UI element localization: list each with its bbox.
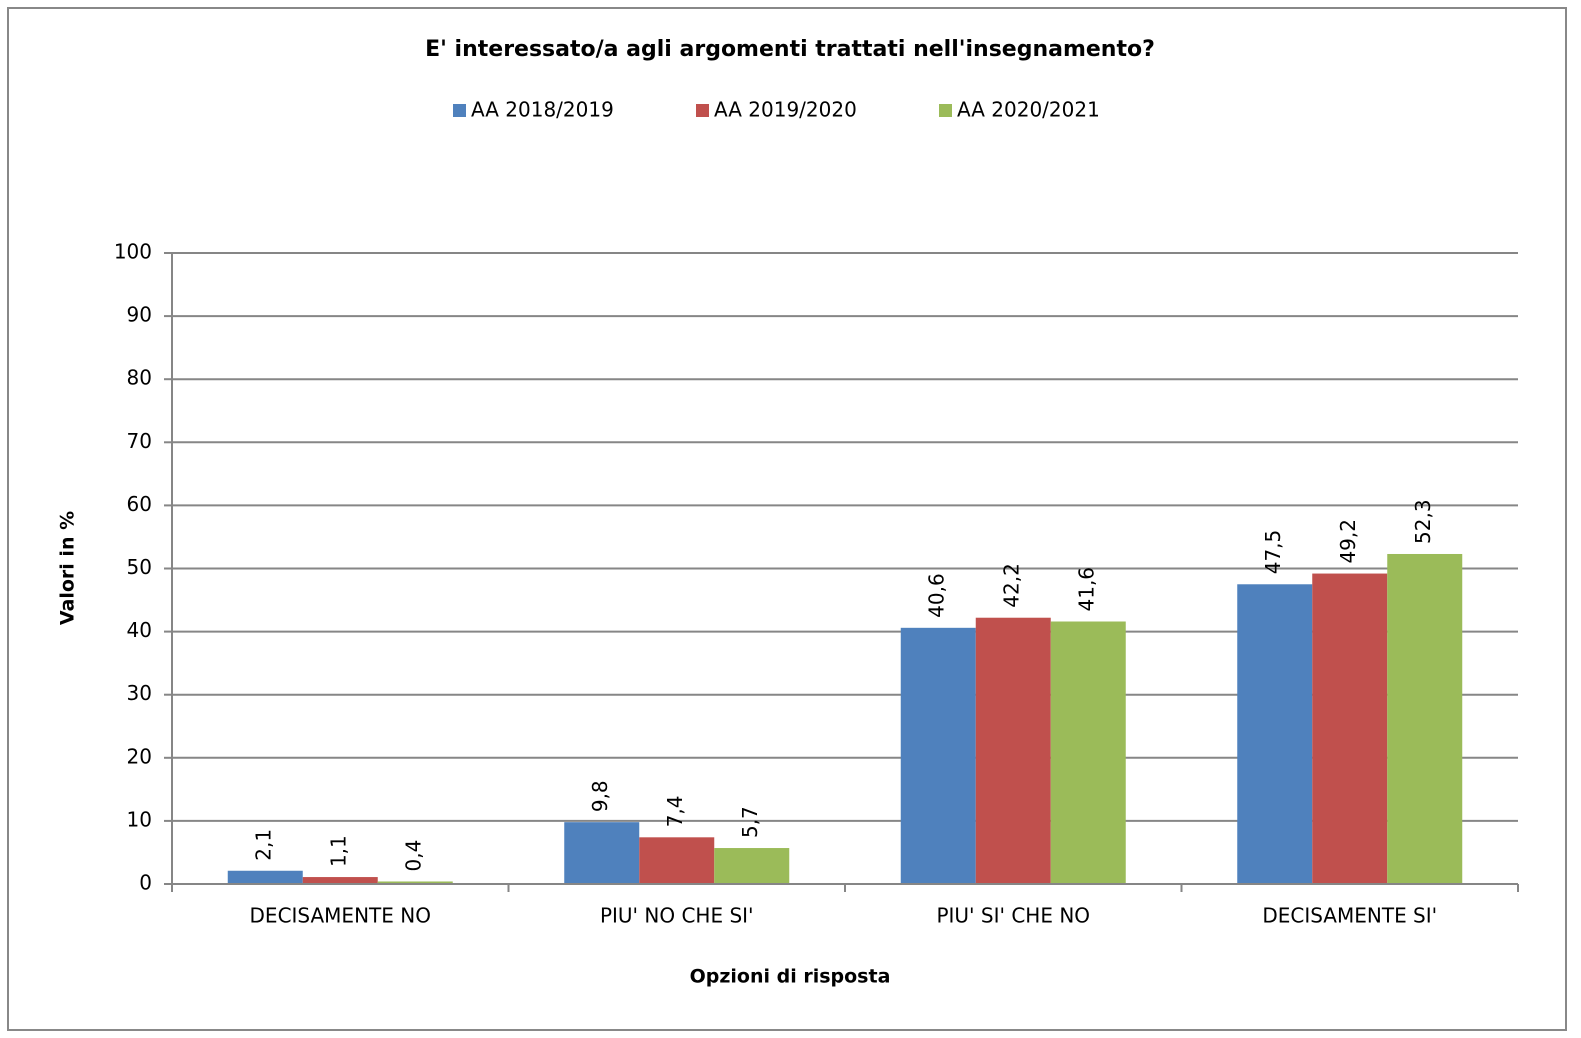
- bar: [639, 837, 715, 884]
- data-label: 40,6: [925, 573, 949, 618]
- bar: [1312, 573, 1388, 884]
- y-tick-label: 0: [139, 871, 152, 895]
- data-label: 0,4: [402, 840, 426, 872]
- data-label: 41,6: [1075, 567, 1099, 612]
- data-label: 1,1: [327, 835, 351, 867]
- legend-label: AA 2018/2019: [471, 98, 614, 122]
- data-label: 49,2: [1336, 519, 1360, 564]
- y-tick-label: 50: [127, 555, 152, 579]
- data-label: 2,1: [252, 829, 276, 861]
- data-label: 52,3: [1411, 499, 1435, 544]
- y-tick-label: 20: [127, 744, 152, 768]
- bar: [1237, 584, 1313, 884]
- y-tick-label: 80: [127, 366, 152, 390]
- bar: [1050, 621, 1126, 884]
- bar: [1387, 553, 1463, 884]
- legend-swatch: [453, 104, 466, 117]
- y-tick-label: 10: [127, 807, 152, 831]
- bar: [564, 822, 640, 884]
- bar: [900, 627, 976, 884]
- x-tick-label: DECISAMENTE SI': [1262, 904, 1437, 928]
- bar: [227, 870, 303, 884]
- y-tick-label: 60: [127, 492, 152, 516]
- bar: [714, 848, 790, 884]
- data-label: 7,4: [663, 795, 687, 827]
- x-tick-label: PIU' SI' CHE NO: [936, 904, 1090, 928]
- data-label: 42,2: [1000, 563, 1024, 608]
- data-label: 5,7: [738, 806, 762, 838]
- legend-swatch: [939, 104, 952, 117]
- data-label: 9,8: [588, 780, 612, 812]
- x-tick-label: DECISAMENTE NO: [250, 904, 431, 928]
- bar: [302, 877, 378, 884]
- chart-title: E' interessato/a agli argomenti trattati…: [425, 37, 1155, 62]
- bar: [975, 617, 1051, 884]
- y-tick-label: 90: [127, 303, 152, 327]
- legend-label: AA 2020/2021: [957, 98, 1100, 122]
- legend-label: AA 2019/2020: [714, 98, 857, 122]
- x-axis-title: Opzioni di risposta: [690, 966, 891, 988]
- x-tick-label: PIU' NO CHE SI': [600, 904, 754, 928]
- y-tick-label: 70: [127, 429, 152, 453]
- data-label: 47,5: [1261, 530, 1285, 575]
- bar: [377, 881, 453, 884]
- y-axis-title: Valori in %: [57, 511, 79, 625]
- y-tick-label: 40: [127, 618, 152, 642]
- y-tick-label: 30: [127, 681, 152, 705]
- y-tick-label: 100: [114, 240, 152, 264]
- legend-swatch: [696, 104, 709, 117]
